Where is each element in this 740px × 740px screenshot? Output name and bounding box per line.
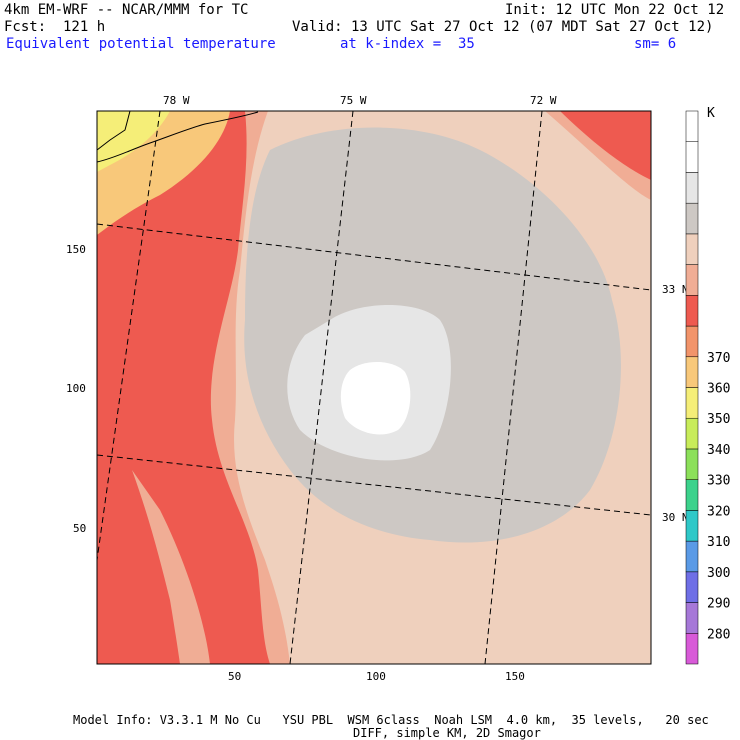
lon-label-75w: 75 W [340,94,367,107]
init-time: Init: 12 UTC Mon 22 Oct 12 [505,2,725,18]
map-frame [96,110,652,665]
colorbar-box [685,356,699,388]
state-border [96,110,131,151]
coastline [96,111,259,163]
colorbar-box [685,141,699,173]
colorbar-box [685,264,699,296]
theta-e-field [97,111,651,664]
left-tick-100: 100 [66,382,86,395]
colorbar-box [685,233,699,265]
colorbar-level-label: 350 [707,412,730,427]
field-name: Equivalent potential temperature [6,36,276,52]
colorbar-box [685,479,699,511]
model-info-2: DIFF, simple KM, 2D Smagor [353,726,541,740]
colorbar-unit: K [707,106,715,121]
left-tick-50: 50 [73,522,86,535]
colorbar-level-label: 360 [707,382,730,397]
lat-label-33n: 33 N [662,283,689,296]
bottom-tick-50: 50 [228,670,241,683]
colorbar-level-label: 320 [707,504,730,519]
smoothing-info: sm= 6 [634,36,677,52]
model-title: 4km EM-WRF -- NCAR/MMM for TC [4,2,249,18]
valid-time: Valid: 13 UTC Sat 27 Oct 12 (07 MDT Sat … [292,19,714,35]
colorbar-box [685,448,699,480]
colorbar-box [685,110,699,142]
colorbar-box [685,387,699,419]
colorbar-level-label: 370 [707,351,730,366]
colorbar-box [685,417,699,450]
colorbar: 280 290 300 310 320 330 340 350 360 370 [685,110,730,665]
colorbar-box [685,172,699,204]
forecast-hour: Fcst: 121 h [4,19,106,35]
colorbar-level-label: 310 [707,535,730,550]
bottom-tick-100: 100 [366,670,386,683]
colorbar-level-label: 300 [707,566,730,581]
model-info: Model Info: V3.3.1 M No Cu YSU PBL WSM 6… [73,713,709,727]
colorbar-box [685,202,699,235]
colorbar-level-label: 330 [707,474,730,489]
colorbar-box [685,540,699,573]
colorbar-box [685,510,699,542]
colorbar-level-label: 290 [707,597,730,612]
lat-label-30n: 30 N [662,511,689,524]
graticule [96,110,652,665]
left-tick-150: 150 [66,243,86,256]
bottom-tick-150: 150 [505,670,525,683]
colorbar-level-label: 280 [707,627,730,642]
lon-label-78w: 78 W [163,94,190,107]
colorbar-box [685,295,699,327]
level-info: at k-index = 35 [340,36,475,52]
colorbar-box [685,571,699,603]
colorbar-box [685,602,699,634]
colorbar-level-label: 340 [707,443,730,458]
lon-label-72w: 72 W [530,94,557,107]
colorbar-box [685,325,699,358]
colorbar-box [685,633,699,665]
